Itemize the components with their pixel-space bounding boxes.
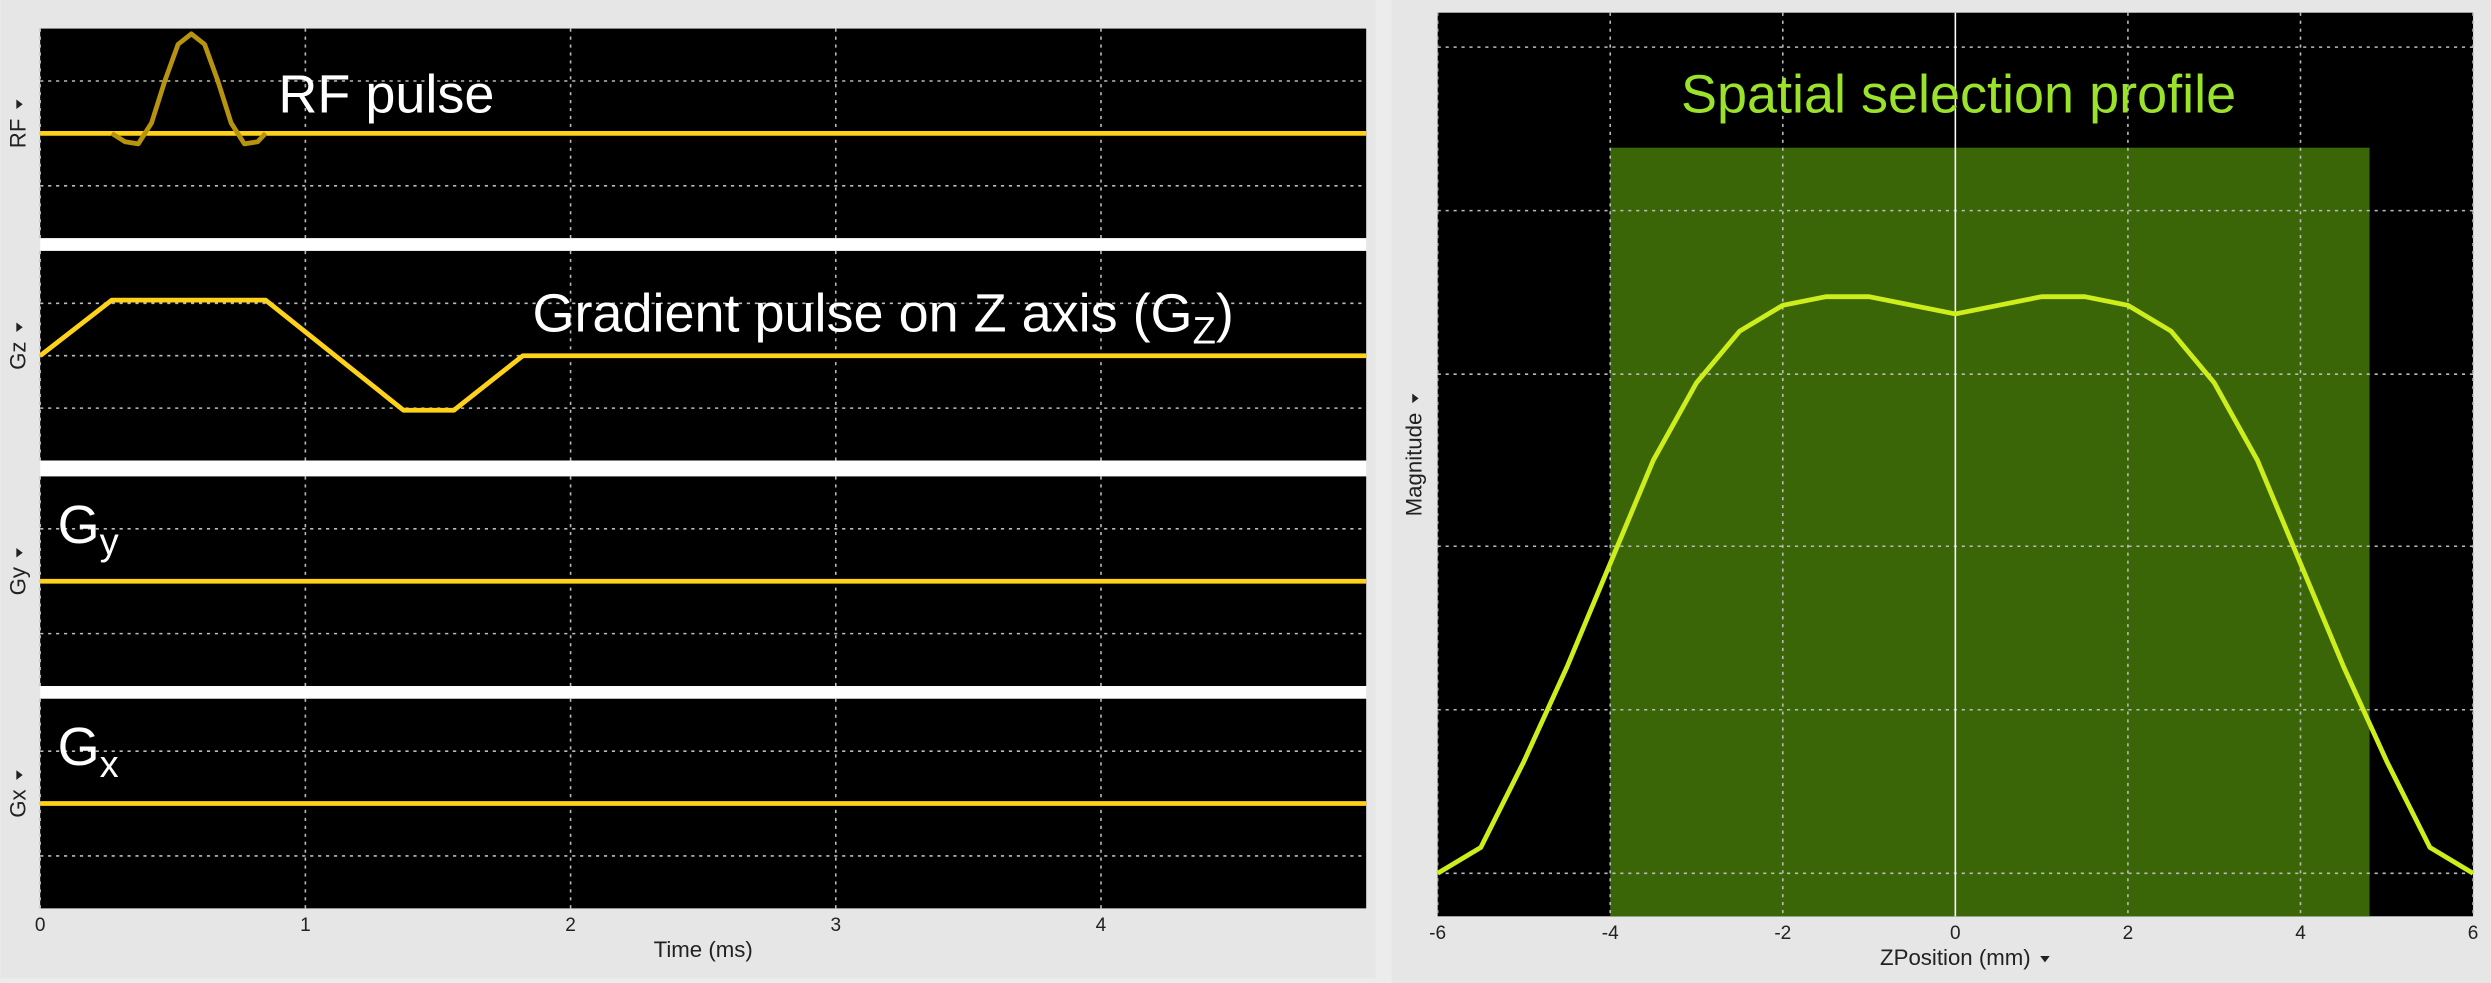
- dropdown-caret: [16, 322, 23, 332]
- annotation-text: Gradient pulse on Z axis (G: [532, 284, 1192, 344]
- annotation-text: G: [58, 495, 100, 555]
- annotation-subscript: y: [100, 522, 119, 564]
- annotation-text: ): [1216, 284, 1234, 344]
- annotation-text: RF pulse: [278, 65, 494, 125]
- dropdown-caret: [16, 547, 23, 558]
- annotation: Gy: [58, 495, 119, 564]
- series-line: [38, 297, 1367, 413]
- dropdown-caret: [1412, 393, 1419, 404]
- y-axis-label: Magnitude: [1401, 413, 1426, 517]
- x-tick-label: 3: [830, 915, 841, 936]
- panel-gap: [40, 238, 1367, 251]
- x-tick-label: -2: [1774, 923, 1791, 944]
- x-tick-label: 4: [1096, 915, 1107, 936]
- chart-title: Spatial selection profile: [1681, 65, 2236, 125]
- y-axis-label: Gy: [5, 566, 30, 595]
- annotation: RF pulse: [278, 65, 494, 125]
- dropdown-caret: [16, 99, 23, 110]
- panel-gap: [40, 460, 1367, 477]
- series-line: [110, 31, 268, 147]
- x-tick-label: -4: [1602, 923, 1619, 944]
- x-axis-label: ZPosition (mm): [1880, 945, 2031, 970]
- y-axis-label: Gx: [5, 789, 30, 817]
- x-tick-label: 0: [1950, 923, 1961, 944]
- panel-gap: [40, 686, 1367, 699]
- y-axis-label: Gz: [5, 342, 30, 370]
- annotation-subscript: x: [100, 744, 119, 786]
- selection-band: [1610, 147, 2370, 917]
- x-tick-label: 1: [300, 915, 311, 936]
- x-tick-label: 2: [2123, 923, 2134, 944]
- x-tick-label: 4: [2295, 923, 2306, 944]
- x-tick-label: 2: [565, 915, 576, 936]
- x-tick-label: 0: [35, 915, 46, 936]
- x-tick-label: 6: [2468, 923, 2479, 944]
- dropdown-caret: [16, 770, 23, 780]
- annotation: Gx: [58, 717, 119, 786]
- annotation: Gradient pulse on Z axis (GZ): [532, 284, 1233, 353]
- annotation-subscript: Z: [1193, 311, 1216, 353]
- annotation-text: G: [58, 717, 100, 777]
- series-line: [1436, 294, 2475, 876]
- y-axis-label: RF: [5, 119, 30, 149]
- x-tick-label: -6: [1429, 923, 1446, 944]
- x-axis-label: Time (ms): [654, 937, 753, 962]
- dropdown-caret: [2040, 956, 2050, 963]
